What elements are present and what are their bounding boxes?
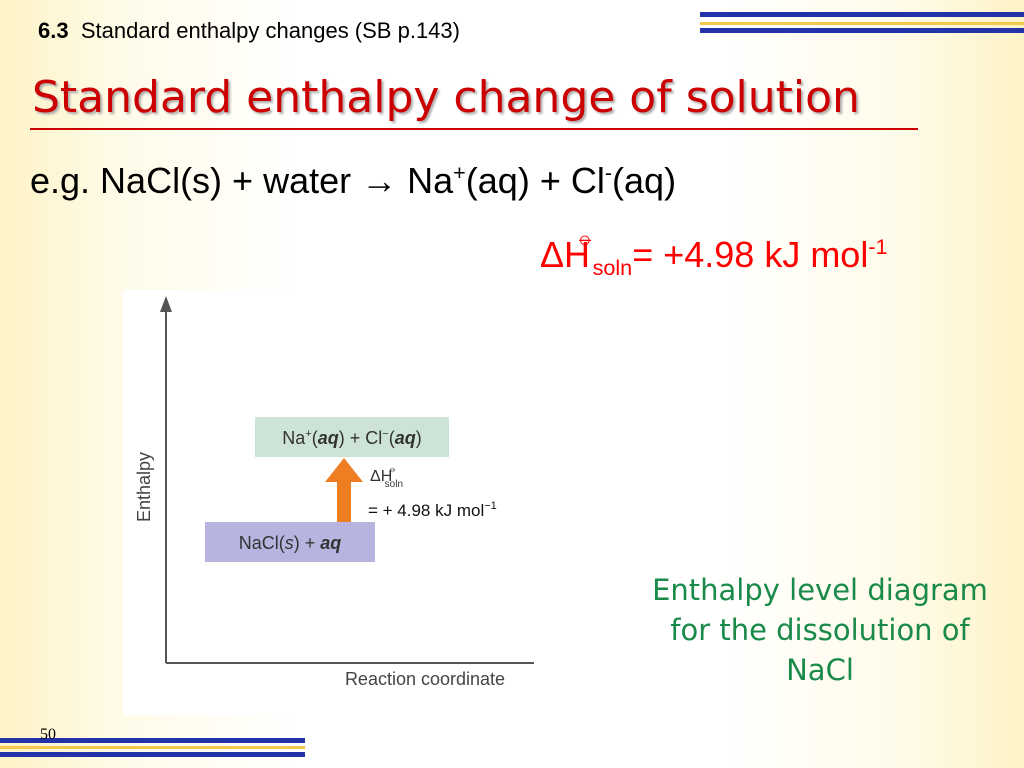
- reactants-label: NaCl(s) + aq: [239, 533, 342, 553]
- text: Na: [282, 428, 306, 448]
- dh-label: ΔH⦵ soln: [370, 464, 403, 490]
- header: 6.3 Standard enthalpy changes (SB p.143): [38, 18, 460, 44]
- y-axis-arrow: [160, 296, 172, 312]
- text: -1: [868, 234, 888, 259]
- footer-line: [0, 752, 305, 757]
- text: = +4.98 kJ mol: [632, 234, 869, 275]
- text: NaCl(: [239, 533, 285, 553]
- y-axis-label: Enthalpy: [134, 452, 154, 522]
- caption-line: for the dissolution of: [670, 613, 970, 647]
- footer-line: [0, 746, 305, 749]
- arrow: →: [361, 160, 398, 201]
- header-line: [700, 12, 1024, 17]
- text: soln: [592, 255, 633, 281]
- x-axis-label: Reaction coordinate: [345, 669, 505, 689]
- text: (aq) + Cl: [465, 160, 605, 201]
- text: ⦵: [387, 464, 396, 475]
- text: −: [382, 428, 388, 440]
- header-line: [700, 22, 1024, 25]
- text: soln: [385, 479, 403, 490]
- text: −1: [484, 500, 497, 512]
- enthalpy-value: ΔH⦵ soln= +4.98 kJ mol-1: [540, 225, 888, 281]
- text: aq: [320, 533, 341, 553]
- text: (: [389, 428, 395, 448]
- products-level: [255, 417, 449, 457]
- page-number: 50: [40, 726, 56, 743]
- text: aq: [318, 428, 339, 448]
- text: (: [312, 428, 318, 448]
- caption: Enthalpy level diagram for the dissolutio…: [630, 570, 1010, 690]
- text: Na: [407, 160, 454, 201]
- text: ) + Cl: [339, 428, 383, 448]
- caption-line: Enthalpy level diagram: [652, 573, 988, 607]
- text: s: [285, 533, 294, 553]
- dh-value: = + 4.98 kJ mol−1: [368, 500, 497, 520]
- text: +: [305, 428, 311, 440]
- text: ⦵: [576, 225, 595, 250]
- text: +: [453, 160, 466, 185]
- reactants-level: [205, 522, 375, 562]
- text: (aq): [612, 160, 677, 201]
- text: ): [416, 428, 422, 448]
- slide-title: Standard enthalpy change of solution: [32, 72, 860, 123]
- text: ΔH: [540, 234, 591, 275]
- text: ΔH: [370, 468, 392, 485]
- text: e.g. NaCl(s) + water: [30, 160, 352, 201]
- enthalpy-arrow: [337, 480, 351, 522]
- equation: e.g. NaCl(s) + water → Na+(aq) + Cl-(aq): [30, 160, 676, 202]
- footer-line: [0, 738, 305, 743]
- text: = + 4.98 kJ mol: [368, 501, 484, 520]
- products-label: Na+(aq) + Cl−(aq): [282, 428, 421, 448]
- header-title: Standard enthalpy changes (SB p.143): [80, 18, 460, 43]
- diagram-panel: [123, 290, 540, 715]
- section-number: 6.3: [38, 18, 69, 43]
- text: ) +: [294, 533, 321, 553]
- caption-line: NaCl: [786, 653, 854, 687]
- enthalpy-arrowhead: [325, 458, 363, 482]
- title-underline: [30, 128, 918, 130]
- text: aq: [395, 428, 416, 448]
- header-line: [700, 28, 1024, 33]
- text: -: [604, 160, 613, 185]
